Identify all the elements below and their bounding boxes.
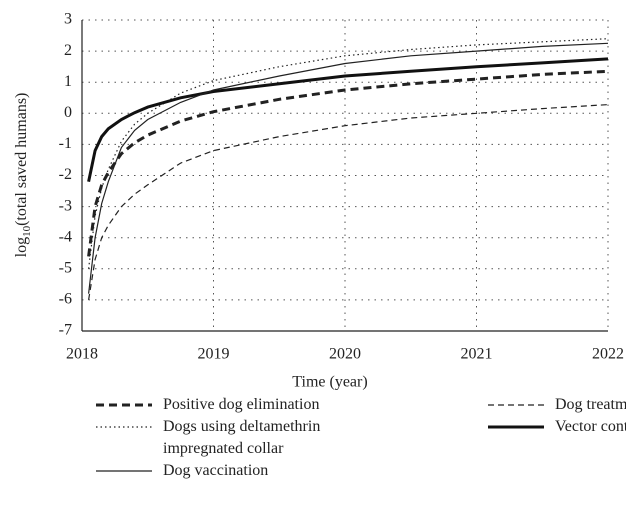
series-line <box>88 38 609 269</box>
x-tick-label: 2021 <box>461 346 493 363</box>
series-line <box>88 42 609 294</box>
y-tick-label: -3 <box>59 197 72 214</box>
y-label-part: log <box>13 237 30 257</box>
legend-entry: Dog treatment <box>487 394 626 416</box>
legend-entry: Dog vaccination <box>95 460 363 482</box>
legend-entry: Positive dog elimination <box>95 394 363 416</box>
legend-label: Positive dog elimination <box>163 396 320 413</box>
x-tick-label: 2019 <box>198 346 230 363</box>
x-tick-label: 2018 <box>66 346 98 363</box>
legend-entry: Dogs using deltamethrin impregnated coll… <box>95 416 343 460</box>
y-tick-label: -4 <box>59 228 72 245</box>
legend-label: Dogs using deltamethrin impregnated coll… <box>163 418 321 457</box>
y-tick-label: -5 <box>59 259 72 276</box>
legend-label: Dog treatment <box>555 396 626 413</box>
y-tick-label: 1 <box>64 73 72 90</box>
legend-swatch <box>96 470 152 472</box>
series-line <box>88 104 609 300</box>
y-label-part: (total saved humans) <box>13 93 30 226</box>
y-tick-label: 2 <box>64 42 72 59</box>
legend-swatch <box>96 426 152 428</box>
legend-swatch <box>488 404 544 406</box>
legend-entry: Vector control <box>487 416 626 438</box>
x-axis-label: Time (year) <box>292 374 367 390</box>
y-tick-label: 3 <box>64 11 72 28</box>
legend-label: Vector control <box>555 418 626 435</box>
x-tick-label: 2022 <box>592 346 624 363</box>
y-tick-label: -6 <box>59 291 72 308</box>
y-tick-label: -7 <box>59 322 72 339</box>
legend-swatch <box>96 403 152 407</box>
y-tick-label: -1 <box>59 135 72 152</box>
y-tick-label: -2 <box>59 166 72 183</box>
y-label-sub: 10 <box>21 225 33 237</box>
series-line <box>87 57 609 183</box>
series-line <box>87 69 609 257</box>
y-tick-label: 0 <box>64 104 72 121</box>
legend-label: Dog vaccination <box>163 462 269 479</box>
legend-swatch <box>488 425 544 429</box>
y-axis-label: log10(total saved humans) <box>13 93 33 258</box>
x-tick-label: 2020 <box>329 346 361 363</box>
chart: Time (year) log10(total saved humans) -7… <box>13 11 624 391</box>
